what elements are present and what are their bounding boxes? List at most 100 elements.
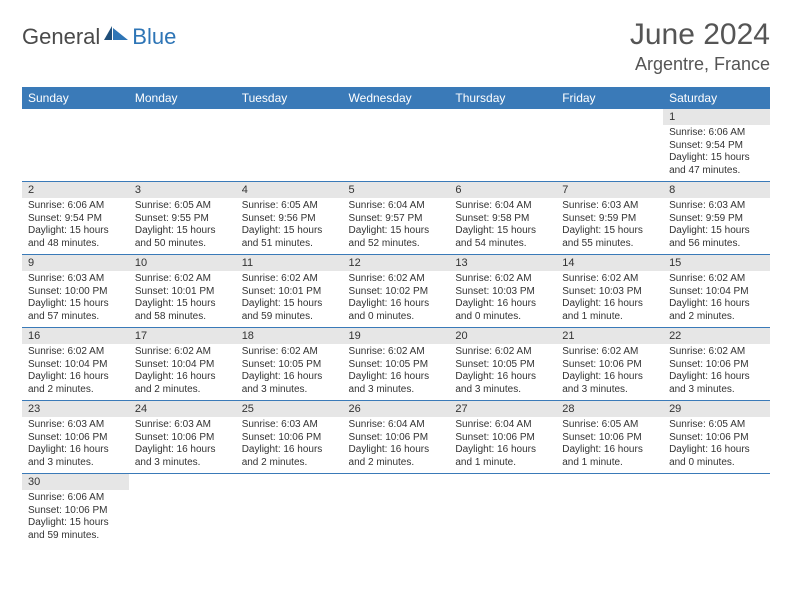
daylight-text-1: Daylight: 15 hours xyxy=(455,225,550,238)
daylight-text-2: and 0 minutes. xyxy=(349,311,444,324)
calendar-week-row: ............1Sunrise: 6:06 AMSunset: 9:5… xyxy=(22,109,770,182)
weekday-header: Wednesday xyxy=(343,87,450,109)
calendar-day-cell: .. xyxy=(129,474,236,547)
daylight-text-2: and 3 minutes. xyxy=(562,384,657,397)
daylight-text-2: and 59 minutes. xyxy=(242,311,337,324)
daylight-text-1: Daylight: 16 hours xyxy=(562,371,657,384)
sunrise-text: Sunrise: 6:05 AM xyxy=(562,419,657,432)
calendar-day-cell: 3Sunrise: 6:05 AMSunset: 9:55 PMDaylight… xyxy=(129,182,236,255)
daylight-text-2: and 51 minutes. xyxy=(242,238,337,251)
day-details: Sunrise: 6:02 AMSunset: 10:05 PMDaylight… xyxy=(449,344,556,400)
flag-icon xyxy=(104,26,130,49)
daylight-text-1: Daylight: 16 hours xyxy=(349,371,444,384)
calendar-day-cell: 18Sunrise: 6:02 AMSunset: 10:05 PMDaylig… xyxy=(236,328,343,401)
day-number: 5 xyxy=(343,182,450,198)
calendar-day-cell: 16Sunrise: 6:02 AMSunset: 10:04 PMDaylig… xyxy=(22,328,129,401)
day-details: Sunrise: 6:02 AMSunset: 10:02 PMDaylight… xyxy=(343,271,450,327)
daylight-text-1: Daylight: 15 hours xyxy=(669,152,764,165)
sunset-text: Sunset: 10:05 PM xyxy=(242,359,337,372)
calendar-day-cell: 10Sunrise: 6:02 AMSunset: 10:01 PMDaylig… xyxy=(129,255,236,328)
sunset-text: Sunset: 9:58 PM xyxy=(455,213,550,226)
day-number: 18 xyxy=(236,328,343,344)
day-number: 25 xyxy=(236,401,343,417)
calendar-day-cell: 14Sunrise: 6:02 AMSunset: 10:03 PMDaylig… xyxy=(556,255,663,328)
calendar-day-cell: 21Sunrise: 6:02 AMSunset: 10:06 PMDaylig… xyxy=(556,328,663,401)
day-number: 23 xyxy=(22,401,129,417)
daylight-text-2: and 58 minutes. xyxy=(135,311,230,324)
sunset-text: Sunset: 9:59 PM xyxy=(669,213,764,226)
sunrise-text: Sunrise: 6:02 AM xyxy=(455,346,550,359)
calendar-day-cell: .. xyxy=(343,474,450,547)
day-details: Sunrise: 6:02 AMSunset: 10:06 PMDaylight… xyxy=(556,344,663,400)
sunrise-text: Sunrise: 6:02 AM xyxy=(135,273,230,286)
day-number: 16 xyxy=(22,328,129,344)
sunset-text: Sunset: 9:57 PM xyxy=(349,213,444,226)
day-number: 15 xyxy=(663,255,770,271)
sunrise-text: Sunrise: 6:04 AM xyxy=(349,419,444,432)
sunrise-text: Sunrise: 6:02 AM xyxy=(349,273,444,286)
day-number: 21 xyxy=(556,328,663,344)
day-details: Sunrise: 6:03 AMSunset: 10:00 PMDaylight… xyxy=(22,271,129,327)
calendar-body: ............1Sunrise: 6:06 AMSunset: 9:5… xyxy=(22,109,770,546)
daylight-text-2: and 3 minutes. xyxy=(349,384,444,397)
daylight-text-2: and 0 minutes. xyxy=(669,457,764,470)
daylight-text-1: Daylight: 16 hours xyxy=(455,444,550,457)
day-details: Sunrise: 6:04 AMSunset: 9:58 PMDaylight:… xyxy=(449,198,556,254)
daylight-text-1: Daylight: 15 hours xyxy=(135,225,230,238)
daylight-text-2: and 2 minutes. xyxy=(669,311,764,324)
sunrise-text: Sunrise: 6:04 AM xyxy=(455,200,550,213)
sunset-text: Sunset: 10:06 PM xyxy=(349,432,444,445)
calendar-day-cell: 25Sunrise: 6:03 AMSunset: 10:06 PMDaylig… xyxy=(236,401,343,474)
daylight-text-2: and 2 minutes. xyxy=(242,457,337,470)
day-number: 8 xyxy=(663,182,770,198)
day-details: Sunrise: 6:03 AMSunset: 10:06 PMDaylight… xyxy=(129,417,236,473)
day-details: Sunrise: 6:05 AMSunset: 9:55 PMDaylight:… xyxy=(129,198,236,254)
header: General Blue June 2024 Argentre, France xyxy=(22,18,770,75)
day-number: 7 xyxy=(556,182,663,198)
sunset-text: Sunset: 10:06 PM xyxy=(669,359,764,372)
calendar-day-cell: .. xyxy=(236,109,343,182)
sunset-text: Sunset: 10:01 PM xyxy=(242,286,337,299)
sunrise-text: Sunrise: 6:06 AM xyxy=(28,492,123,505)
day-details: Sunrise: 6:03 AMSunset: 10:06 PMDaylight… xyxy=(236,417,343,473)
sunrise-text: Sunrise: 6:02 AM xyxy=(242,346,337,359)
day-details: Sunrise: 6:02 AMSunset: 10:05 PMDaylight… xyxy=(236,344,343,400)
day-details: Sunrise: 6:02 AMSunset: 10:04 PMDaylight… xyxy=(22,344,129,400)
daylight-text-2: and 48 minutes. xyxy=(28,238,123,251)
sunset-text: Sunset: 9:55 PM xyxy=(135,213,230,226)
daylight-text-1: Daylight: 15 hours xyxy=(28,225,123,238)
calendar-day-cell: .. xyxy=(343,109,450,182)
calendar-day-cell: 23Sunrise: 6:03 AMSunset: 10:06 PMDaylig… xyxy=(22,401,129,474)
day-number: 17 xyxy=(129,328,236,344)
day-details: Sunrise: 6:02 AMSunset: 10:01 PMDaylight… xyxy=(129,271,236,327)
daylight-text-1: Daylight: 16 hours xyxy=(455,298,550,311)
sunrise-text: Sunrise: 6:05 AM xyxy=(242,200,337,213)
sunrise-text: Sunrise: 6:03 AM xyxy=(562,200,657,213)
sunrise-text: Sunrise: 6:03 AM xyxy=(135,419,230,432)
day-number: 24 xyxy=(129,401,236,417)
sunrise-text: Sunrise: 6:03 AM xyxy=(242,419,337,432)
calendar-day-cell: 20Sunrise: 6:02 AMSunset: 10:05 PMDaylig… xyxy=(449,328,556,401)
daylight-text-2: and 3 minutes. xyxy=(135,457,230,470)
weekday-header: Sunday xyxy=(22,87,129,109)
sunrise-text: Sunrise: 6:03 AM xyxy=(28,419,123,432)
daylight-text-2: and 47 minutes. xyxy=(669,165,764,178)
sunset-text: Sunset: 10:06 PM xyxy=(455,432,550,445)
daylight-text-2: and 3 minutes. xyxy=(28,457,123,470)
sunset-text: Sunset: 10:05 PM xyxy=(349,359,444,372)
calendar-day-cell: .. xyxy=(663,474,770,547)
calendar-day-cell: 11Sunrise: 6:02 AMSunset: 10:01 PMDaylig… xyxy=(236,255,343,328)
day-details: Sunrise: 6:03 AMSunset: 9:59 PMDaylight:… xyxy=(663,198,770,254)
sunrise-text: Sunrise: 6:06 AM xyxy=(28,200,123,213)
daylight-text-1: Daylight: 16 hours xyxy=(669,444,764,457)
calendar-day-cell: 17Sunrise: 6:02 AMSunset: 10:04 PMDaylig… xyxy=(129,328,236,401)
day-number: 28 xyxy=(556,401,663,417)
daylight-text-1: Daylight: 16 hours xyxy=(349,298,444,311)
sunrise-text: Sunrise: 6:02 AM xyxy=(562,273,657,286)
calendar-week-row: 23Sunrise: 6:03 AMSunset: 10:06 PMDaylig… xyxy=(22,401,770,474)
sunset-text: Sunset: 10:04 PM xyxy=(135,359,230,372)
sunset-text: Sunset: 10:06 PM xyxy=(135,432,230,445)
calendar-day-cell: 4Sunrise: 6:05 AMSunset: 9:56 PMDaylight… xyxy=(236,182,343,255)
calendar-day-cell: 5Sunrise: 6:04 AMSunset: 9:57 PMDaylight… xyxy=(343,182,450,255)
day-number: 30 xyxy=(22,474,129,490)
